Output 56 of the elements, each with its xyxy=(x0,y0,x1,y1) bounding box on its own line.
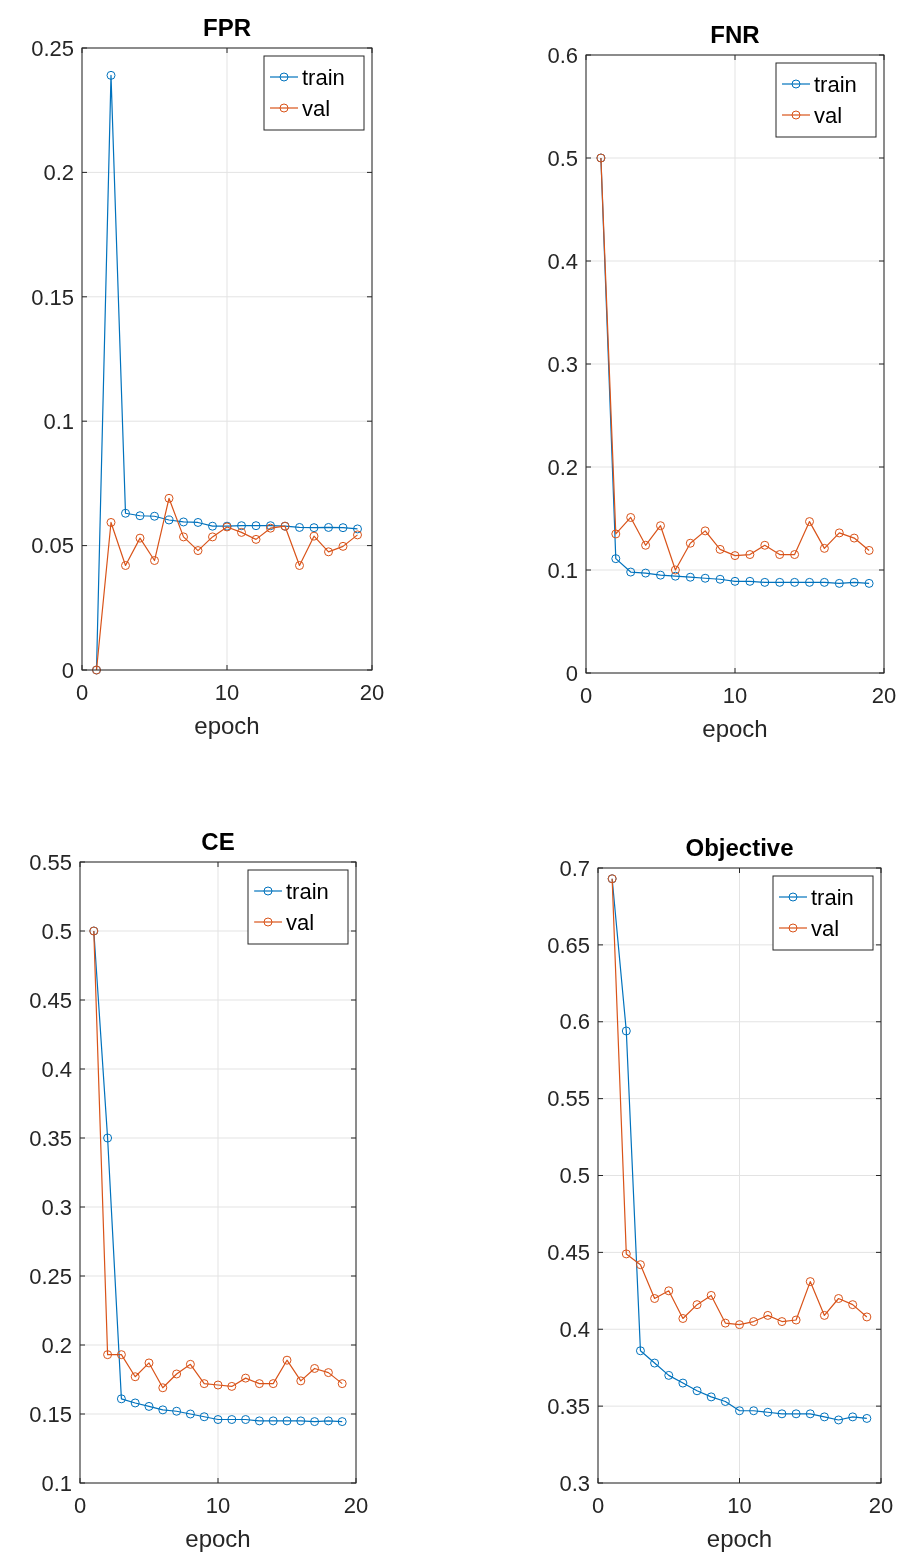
chart-title: FPR xyxy=(203,14,251,41)
x-tick-label: 10 xyxy=(722,683,748,708)
y-tick-label: 0.3 xyxy=(547,351,578,377)
y-tick-label: 0.6 xyxy=(547,42,578,68)
y-tick-label: 0.55 xyxy=(29,849,72,875)
y-tick-label: 0.65 xyxy=(547,932,590,958)
x-axis-title: epoch xyxy=(194,712,260,739)
x-tick-label: 10 xyxy=(205,1493,231,1518)
y-tick-label: 0 xyxy=(565,660,578,686)
x-tick-label: 10 xyxy=(727,1493,752,1518)
y-tick-label: 0.15 xyxy=(31,284,74,310)
chart-title: CE xyxy=(201,828,235,855)
x-tick-label: 20 xyxy=(343,1493,369,1518)
y-tick-label: 0.5 xyxy=(559,1163,590,1189)
y-tick-label: 0.6 xyxy=(559,1009,590,1035)
x-axis-title: epoch xyxy=(702,715,768,742)
y-tick-label: 0.5 xyxy=(547,145,578,171)
chart-title: FNR xyxy=(710,21,760,48)
y-tick-label: 0.35 xyxy=(29,1125,72,1151)
legend-label: train xyxy=(302,64,345,90)
y-tick-label: 0.1 xyxy=(41,1470,72,1496)
legend-label: val xyxy=(286,909,315,935)
legend-label: val xyxy=(814,102,843,128)
legend-label: train xyxy=(811,884,854,910)
y-tick-label: 0.45 xyxy=(29,987,72,1013)
legend-label: val xyxy=(302,95,331,121)
y-tick-label: 0.1 xyxy=(43,408,74,434)
y-tick-label: 0.55 xyxy=(547,1086,590,1112)
y-tick-label: 0.2 xyxy=(41,1332,72,1358)
y-tick-label: 0.5 xyxy=(41,918,72,944)
legend-label: train xyxy=(814,71,857,97)
chart-title: Objective xyxy=(685,834,794,861)
legend-label: train xyxy=(286,878,329,904)
y-tick-label: 0.4 xyxy=(41,1056,72,1082)
y-tick-label: 0.45 xyxy=(547,1240,590,1266)
y-tick-label: 0.3 xyxy=(559,1470,590,1496)
y-tick-label: 0.7 xyxy=(559,855,590,881)
x-tick-label: 20 xyxy=(359,680,385,705)
x-axis-title: epoch xyxy=(185,1525,251,1552)
y-tick-label: 0.2 xyxy=(43,160,74,186)
x-tick-label: 20 xyxy=(868,1493,894,1518)
y-tick-label: 0.1 xyxy=(547,557,578,583)
y-tick-label: 0.25 xyxy=(31,35,74,61)
y-tick-label: 0.3 xyxy=(41,1194,72,1220)
legend-label: val xyxy=(811,915,840,941)
x-tick-label: 20 xyxy=(871,683,897,708)
y-tick-label: 0.15 xyxy=(29,1401,72,1427)
y-tick-label: 0.2 xyxy=(547,454,578,480)
y-tick-label: 0.4 xyxy=(559,1316,590,1342)
y-tick-label: 0.25 xyxy=(29,1263,72,1289)
x-axis-title: epoch xyxy=(706,1525,773,1552)
y-tick-label: 0.4 xyxy=(547,248,578,274)
x-tick-label: 10 xyxy=(214,680,240,705)
y-tick-label: 0.35 xyxy=(547,1393,590,1419)
y-tick-label: 0.05 xyxy=(31,533,74,559)
y-tick-label: 0 xyxy=(61,657,74,683)
